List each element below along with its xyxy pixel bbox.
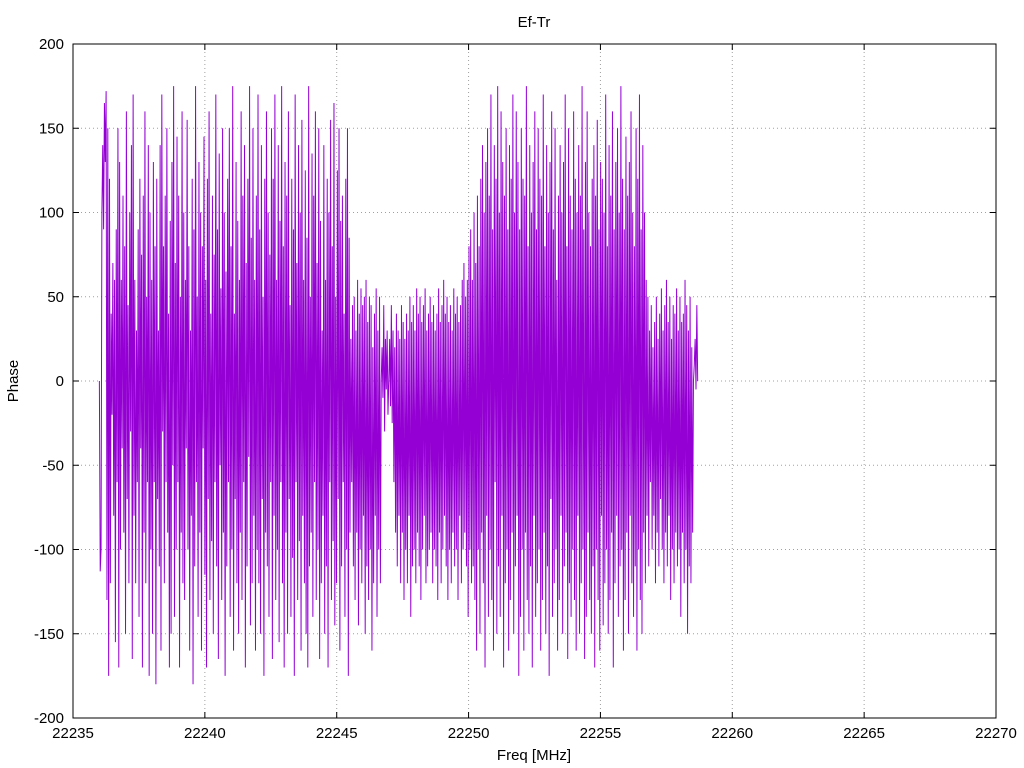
y-tick-label: 100: [39, 205, 64, 222]
y-tick-label: 50: [47, 289, 64, 306]
x-tick-label: 22265: [843, 725, 885, 742]
x-tick-label: 22270: [975, 725, 1017, 742]
y-axis-label: Phase: [5, 360, 22, 403]
x-tick-label: 22255: [580, 725, 622, 742]
x-tick-label: 22240: [184, 725, 226, 742]
series-line-0: [98, 86, 699, 685]
x-tick-label: 22245: [316, 725, 358, 742]
y-tick-label: -100: [34, 542, 64, 559]
y-tick-label: -200: [34, 710, 64, 727]
y-tick-label: 200: [39, 36, 64, 53]
data-series: [98, 86, 699, 685]
x-tick-label: 22235: [52, 725, 94, 742]
y-tick-label: -150: [34, 626, 64, 643]
x-tick-label: 22260: [711, 725, 753, 742]
y-tick-label: 150: [39, 120, 64, 137]
y-tick-label: 0: [56, 373, 64, 390]
x-axis-label: Freq [MHz]: [497, 747, 571, 764]
chart-title: Ef-Tr: [518, 14, 551, 31]
y-tick-label: -50: [42, 457, 64, 474]
x-tick-label: 22250: [448, 725, 490, 742]
ticks: 22235 22240 22245 22250 22255 22260 22265 22270…: [34, 36, 1017, 742]
